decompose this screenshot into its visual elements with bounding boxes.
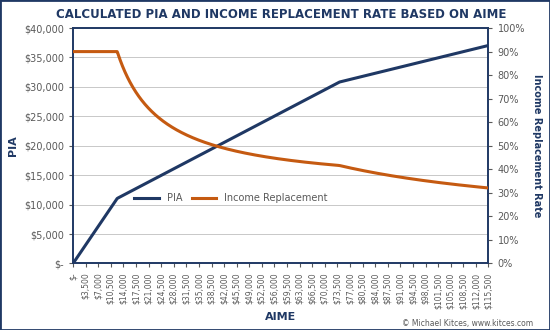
- Y-axis label: PIA: PIA: [8, 135, 18, 156]
- Title: CALCULATED PIA AND INCOME REPLACEMENT RATE BASED ON AIME: CALCULATED PIA AND INCOME REPLACEMENT RA…: [56, 8, 506, 21]
- X-axis label: AIME: AIME: [265, 312, 296, 322]
- Text: © Michael Kitces, www.kitces.com: © Michael Kitces, www.kitces.com: [403, 319, 534, 328]
- Y-axis label: Income Replacement Rate: Income Replacement Rate: [532, 74, 542, 217]
- Legend: PIA, Income Replacement: PIA, Income Replacement: [130, 189, 331, 207]
